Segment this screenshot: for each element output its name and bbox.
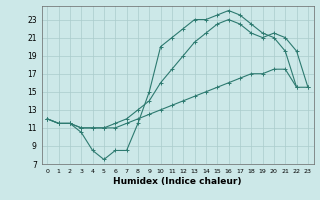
X-axis label: Humidex (Indice chaleur): Humidex (Indice chaleur) xyxy=(113,177,242,186)
